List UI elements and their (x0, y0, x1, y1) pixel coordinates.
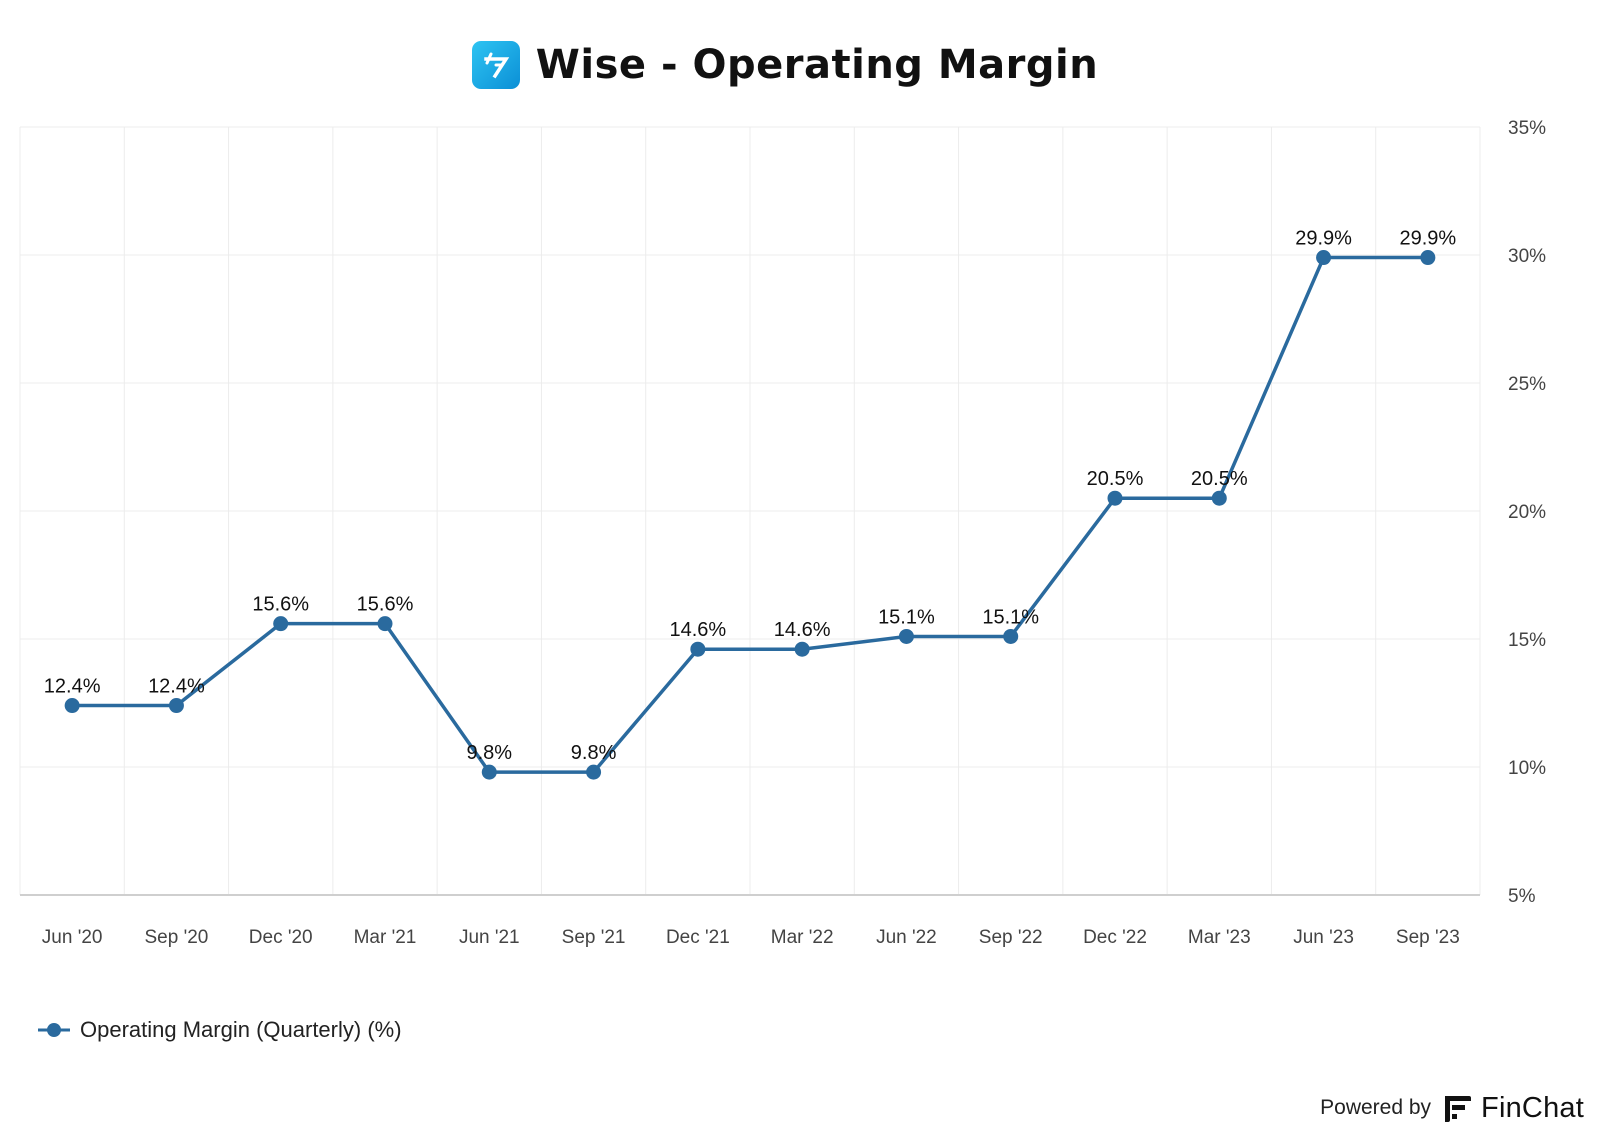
y-axis: 5% 10% 15% 20% 25% 30% 35% (1508, 118, 1546, 907)
y-tick-label: 10% (1508, 758, 1546, 779)
data-point[interactable] (690, 641, 706, 657)
data-label: 15.6% (252, 594, 309, 616)
data-point[interactable] (1003, 628, 1019, 644)
x-tick-label: Dec '21 (666, 927, 730, 948)
footer: Powered by FinChat (1320, 1088, 1584, 1128)
grid (19, 126, 1481, 895)
data-point[interactable] (377, 616, 393, 632)
y-tick-label: 15% (1508, 630, 1546, 651)
wise-logo-icon (471, 41, 520, 89)
data-label: 29.9% (1295, 228, 1352, 250)
y-tick-label: 25% (1508, 374, 1546, 395)
data-label: 14.6% (774, 619, 831, 641)
data-label: 12.4% (148, 676, 205, 698)
x-tick-label: Sep '20 (144, 927, 208, 948)
data-label: 9.8% (571, 742, 617, 764)
x-tick-label: Mar '21 (354, 927, 417, 948)
y-tick-label: 5% (1508, 886, 1536, 907)
data-point[interactable] (273, 616, 289, 632)
data-label: 15.1% (982, 606, 1039, 628)
x-tick-label: Dec '22 (1083, 927, 1147, 948)
data-point[interactable] (1420, 250, 1436, 266)
data-point[interactable] (1316, 250, 1332, 266)
legend[interactable]: Operating Margin (Quarterly) (%) (36, 1010, 402, 1050)
data-label: 20.5% (1191, 468, 1248, 490)
data-label: 29.9% (1399, 228, 1456, 250)
legend-label: Operating Margin (Quarterly) (%) (80, 1017, 402, 1042)
y-tick-label: 35% (1508, 118, 1546, 139)
line-chart: Jun '20 Sep '20 Dec '20 Mar '21 Jun '21 Sep '… (19, 118, 1546, 948)
series (64, 250, 1436, 780)
data-point[interactable] (898, 628, 914, 644)
x-tick-label: Dec '20 (249, 927, 313, 948)
legend-line-marker-icon (38, 1023, 70, 1037)
data-point[interactable] (481, 764, 497, 780)
x-tick-label: Jun '20 (42, 927, 103, 948)
finchat-logo-icon (1445, 1096, 1472, 1122)
series-line (72, 255, 1428, 774)
y-tick-label: 20% (1508, 502, 1546, 523)
data-point[interactable] (586, 764, 602, 780)
x-tick-label: Sep '23 (1396, 927, 1460, 948)
x-axis: Jun '20 Sep '20 Dec '20 Mar '21 Jun '21 Sep '… (20, 894, 1480, 948)
chart-title: Wise - Operating Margin (535, 42, 1099, 88)
chart-header: Wise - Operating Margin (0, 30, 1600, 100)
x-tick-label: Sep '22 (979, 927, 1043, 948)
x-tick-label: Jun '21 (459, 927, 520, 948)
x-tick-label: Sep '21 (562, 927, 626, 948)
data-label: 12.4% (44, 676, 101, 698)
data-point[interactable] (1107, 490, 1123, 506)
data-labels: 12.4% 12.4% 15.6% 15.6% 9.8% 9.8% 14.6% 14.6% 15… (44, 228, 1457, 765)
x-tick-label: Jun '22 (876, 927, 937, 948)
powered-by-label: Powered by (1320, 1096, 1432, 1119)
data-label: 15.6% (357, 594, 414, 616)
x-tick-label: Mar '23 (1188, 927, 1251, 948)
data-label: 9.8% (466, 742, 512, 764)
finchat-brand-name: FinChat (1481, 1091, 1584, 1124)
data-point[interactable] (64, 698, 80, 714)
data-point[interactable] (794, 641, 810, 657)
data-label: 15.1% (878, 606, 935, 628)
x-tick-label: Mar '22 (771, 927, 834, 948)
data-label: 20.5% (1087, 468, 1144, 490)
x-tick-label: Jun '23 (1293, 927, 1354, 948)
y-tick-label: 30% (1508, 246, 1546, 267)
data-point[interactable] (1211, 490, 1227, 506)
data-label: 14.6% (669, 619, 726, 641)
data-point[interactable] (168, 698, 184, 714)
